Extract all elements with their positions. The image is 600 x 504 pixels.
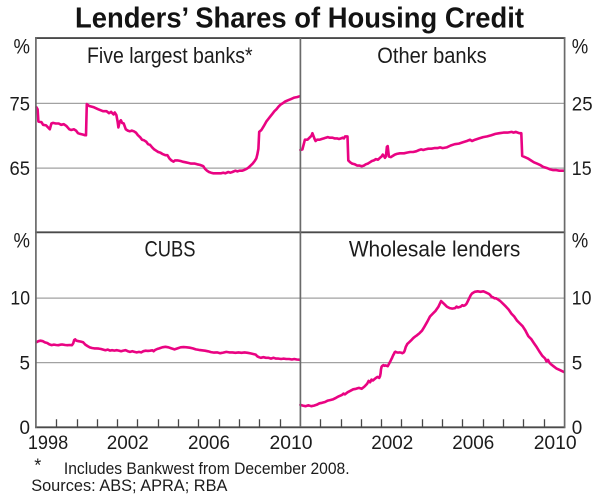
svg-text:%: %: [14, 36, 31, 59]
svg-text:0: 0: [20, 417, 31, 439]
svg-text:Lenders’ Shares of Housing Cre: Lenders’ Shares of Housing Credit: [75, 2, 525, 34]
svg-text:Wholesale lenders: Wholesale lenders: [349, 237, 521, 262]
svg-text:%: %: [572, 36, 589, 59]
svg-text:Five largest banks*: Five largest banks*: [87, 43, 253, 68]
svg-text:*: *: [34, 456, 41, 476]
svg-text:CUBS: CUBS: [145, 237, 196, 262]
svg-text:1998: 1998: [28, 432, 68, 454]
svg-text:10: 10: [572, 288, 592, 310]
svg-text:5: 5: [572, 352, 583, 374]
svg-text:Other banks: Other banks: [377, 43, 486, 68]
svg-text:2010: 2010: [270, 432, 313, 454]
svg-text:10: 10: [10, 288, 30, 310]
svg-text:25: 25: [572, 93, 593, 115]
svg-text:2006: 2006: [452, 432, 494, 454]
svg-text:5: 5: [20, 352, 31, 374]
svg-text:2006: 2006: [188, 432, 230, 454]
svg-text:%: %: [572, 230, 589, 253]
svg-text:75: 75: [10, 93, 31, 115]
svg-text:Includes Bankwest from Decembe: Includes Bankwest from December 2008.: [64, 459, 350, 478]
svg-text:%: %: [14, 230, 31, 253]
svg-text:2002: 2002: [371, 432, 413, 454]
svg-text:15: 15: [572, 158, 592, 180]
svg-text:65: 65: [10, 158, 31, 180]
svg-text:2002: 2002: [107, 432, 149, 454]
svg-text:2010: 2010: [534, 432, 577, 454]
svg-text:Sources: ABS; APRA; RBA: Sources: ABS; APRA; RBA: [31, 476, 228, 495]
svg-text:0: 0: [572, 417, 583, 439]
